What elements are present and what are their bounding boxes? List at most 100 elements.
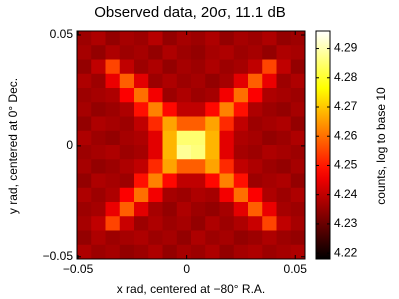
heatmap-cell <box>205 102 220 117</box>
heatmap-cell <box>162 145 178 160</box>
heatmap-cell <box>205 230 220 246</box>
heatmap-cell <box>262 102 277 117</box>
heatmap-cell <box>205 202 220 217</box>
y-tick-label: −0.05 <box>43 249 74 263</box>
heatmap-cell <box>290 173 306 189</box>
heatmap-cell <box>205 116 220 132</box>
heatmap-cell <box>134 187 149 203</box>
heatmap-cell <box>219 202 235 217</box>
heatmap-cell <box>262 145 277 160</box>
heatmap-cell <box>233 130 249 146</box>
heatmap-cell <box>105 230 121 246</box>
heatmap-cell <box>176 145 192 160</box>
heatmap-cell <box>134 102 149 117</box>
heatmap-cell <box>191 59 206 75</box>
heatmap-cell <box>290 102 306 117</box>
heatmap-cell <box>176 187 192 203</box>
heatmap-cell <box>262 59 277 75</box>
heatmap-cell <box>276 59 292 75</box>
heatmap-cell <box>148 116 163 132</box>
heatmap-cell <box>134 202 149 217</box>
x-tick-label: 0.05 <box>284 262 308 276</box>
heatmap-cell <box>134 45 149 60</box>
heatmap-cell <box>233 145 249 160</box>
heatmap-cell <box>248 216 263 231</box>
heatmap-cell <box>77 88 92 103</box>
heatmap-cell <box>176 88 192 103</box>
heatmap-cell <box>134 116 149 132</box>
heatmap-cell <box>91 202 106 217</box>
heatmap-cell <box>276 173 292 189</box>
heatmap-cell <box>276 130 292 146</box>
y-tick-label: 0 <box>66 138 73 152</box>
heatmap-cell <box>77 244 92 260</box>
heatmap-cell <box>119 230 135 246</box>
heatmap-cell <box>176 159 192 174</box>
chart-title: Observed data, 20σ, 11.1 dB <box>94 4 286 21</box>
heatmap-cell <box>290 145 306 160</box>
heatmap-cell <box>91 73 106 89</box>
heatmap-cell <box>233 102 249 117</box>
heatmap-cell <box>262 244 277 260</box>
heatmap-cell <box>248 45 263 60</box>
heatmap-cell <box>219 173 235 189</box>
heatmap-cell <box>262 216 277 231</box>
heatmap-cell <box>248 116 263 132</box>
colorbar <box>315 30 331 260</box>
heatmap-cell <box>219 59 235 75</box>
heatmap-cell <box>162 216 178 231</box>
heatmap-cell <box>119 45 135 60</box>
heatmap-cell <box>134 244 149 260</box>
heatmap-cell <box>134 173 149 189</box>
heatmap-cell <box>205 187 220 203</box>
heatmap-cell <box>176 45 192 60</box>
heatmap-cell <box>77 173 92 189</box>
heatmap-cell <box>134 31 149 46</box>
heatmap-cell <box>233 59 249 75</box>
heatmap-cell <box>134 145 149 160</box>
heatmap-cell <box>262 187 277 203</box>
heatmap-cell <box>105 102 121 117</box>
heatmap-cell <box>119 145 135 160</box>
heatmap-cell <box>148 59 163 75</box>
heatmap-cell <box>248 187 263 203</box>
heatmap-cell <box>276 187 292 203</box>
heatmap-cell <box>205 216 220 231</box>
heatmap-cell <box>91 88 106 103</box>
heatmap-cell <box>276 45 292 60</box>
heatmap-cell <box>290 88 306 103</box>
heatmap-cell <box>248 159 263 174</box>
heatmap-cell <box>233 45 249 60</box>
heatmap-cell <box>219 88 235 103</box>
heatmap-cell <box>219 216 235 231</box>
heatmap-cell <box>205 31 220 46</box>
heatmap-cell <box>191 187 206 203</box>
heatmap-cell <box>248 230 263 246</box>
heatmap-cell <box>91 59 106 75</box>
heatmap-cell <box>119 159 135 174</box>
heatmap-cell <box>176 173 192 189</box>
heatmap-cell <box>148 102 163 117</box>
heatmap-cell <box>276 216 292 231</box>
heatmap-cell <box>119 216 135 231</box>
heatmap-cell <box>248 73 263 89</box>
heatmap-cell <box>148 31 163 46</box>
heatmap-cell <box>176 116 192 132</box>
heatmap-cell <box>290 45 306 60</box>
heatmap-cell <box>191 130 206 146</box>
heatmap-cell <box>276 145 292 160</box>
heatmap-cell <box>191 202 206 217</box>
heatmap-cell <box>148 88 163 103</box>
heatmap-cell <box>119 202 135 217</box>
colorbar-label: counts, log to base 10 <box>374 87 388 205</box>
heatmap-cell <box>191 145 206 160</box>
heatmap-cell <box>91 31 106 46</box>
heatmap-cell <box>148 45 163 60</box>
heatmap-cell <box>191 173 206 189</box>
heatmap-cell <box>148 145 163 160</box>
heatmap-cell <box>91 130 106 146</box>
heatmap-cell <box>105 244 121 260</box>
heatmap-cell <box>248 173 263 189</box>
heatmap-cell <box>191 116 206 132</box>
